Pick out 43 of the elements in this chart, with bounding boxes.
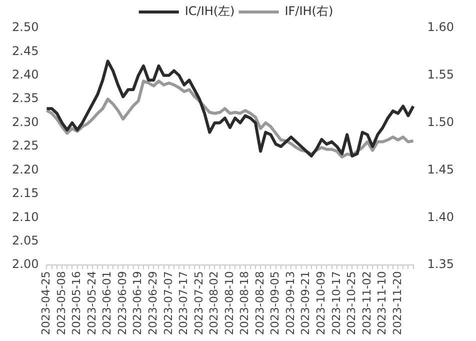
x-tick-label: 2023-05-08 <box>54 271 68 336</box>
x-tick-label: 2023-09-05 <box>268 271 282 336</box>
x-tick-label: 2023-08-28 <box>253 271 266 336</box>
y2-tick-label: 1.60 <box>427 20 454 34</box>
x-tick-label: 2023-08-02 <box>208 271 221 336</box>
x-tick-label: 2023-04-25 <box>40 271 53 336</box>
x-tick-label: 2023-11-20 <box>390 271 404 336</box>
y-tick-label: 2.05 <box>12 233 39 248</box>
x-tick-label: 2023-06-01 <box>100 271 114 336</box>
x-tick-label: 2023-09-13 <box>284 271 297 336</box>
x-tick-label: 2023-08-18 <box>238 271 252 336</box>
x-tick-label: 2023-06-09 <box>116 271 129 336</box>
legend-label: IF/IH(右) <box>284 4 334 18</box>
y-tick-label: 2.20 <box>12 162 39 176</box>
x-tick-label: 2023-07-25 <box>192 271 206 336</box>
x-tick-label: 2023-10-09 <box>314 271 328 336</box>
x-tick-label: 2023-09-21 <box>299 271 312 336</box>
y-tick-label: 2.50 <box>12 20 39 34</box>
x-tick-label: 2023-07-17 <box>177 271 190 336</box>
x-tick-label: 2023-08-10 <box>222 271 236 336</box>
y-tick-label: 2.00 <box>12 257 39 272</box>
x-tick-label: 2023-05-24 <box>85 271 98 336</box>
x-tick-label: 2023-11-02 <box>360 271 374 336</box>
x-tick-label: 2023-07-07 <box>162 271 175 336</box>
y2-tick-label: 1.45 <box>427 162 454 176</box>
y-tick-label: 2.40 <box>12 68 39 82</box>
y-tick-label: 2.30 <box>12 114 39 129</box>
x-tick-label: 2023-05-16 <box>70 271 84 336</box>
y-tick-label: 2.15 <box>12 186 39 200</box>
y2-tick-label: 1.55 <box>427 68 454 82</box>
x-tick-label: 2023-10-17 <box>330 271 343 336</box>
y-tick-label: 2.45 <box>12 44 39 58</box>
x-tick-label: 2023-06-19 <box>131 271 144 336</box>
x-tick-label: 2023-06-29 <box>146 271 160 336</box>
y2-tick-label: 1.40 <box>427 210 454 224</box>
y-tick-label: 2.25 <box>12 138 39 153</box>
x-tick-label: 2023-10-25 <box>345 271 358 336</box>
y2-tick-label: 1.35 <box>427 257 454 272</box>
x-tick-label: 2023-11-10 <box>376 271 389 336</box>
y-tick-label: 2.10 <box>12 210 39 224</box>
legend-label: IC/IH(左) <box>184 4 235 18</box>
y-tick-label: 2.35 <box>12 91 39 106</box>
y2-tick-label: 1.50 <box>427 114 454 129</box>
